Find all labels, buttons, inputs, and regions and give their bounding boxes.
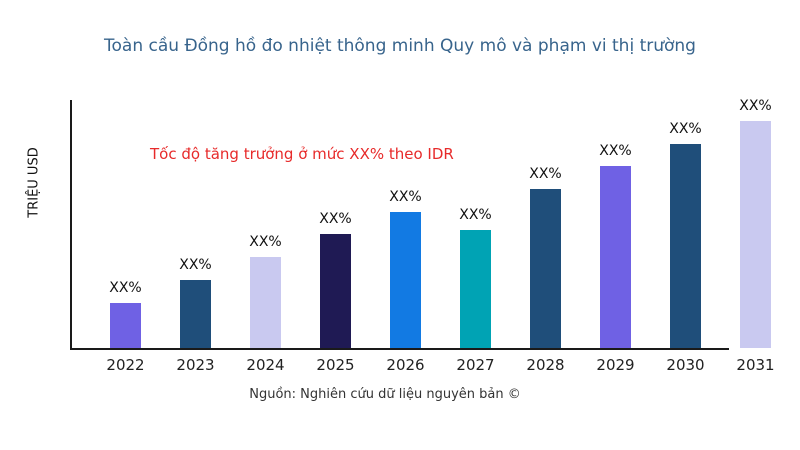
growth-rate-annotation: Tốc độ tăng trưởng ở mức XX% theo IDR xyxy=(150,145,454,163)
x-axis-line xyxy=(70,348,729,350)
x-tick-label-2026: 2026 xyxy=(386,356,425,374)
bar-2026 xyxy=(390,212,421,348)
x-tick-label-2031: 2031 xyxy=(736,356,775,374)
bar-value-label-2029: XX% xyxy=(599,143,632,159)
bar-value-label-2025: XX% xyxy=(319,211,352,227)
bar-2030 xyxy=(670,144,701,348)
x-tick-label-2027: 2027 xyxy=(456,356,495,374)
bar-value-label-2027: XX% xyxy=(459,207,492,223)
x-tick-label-2029: 2029 xyxy=(596,356,635,374)
source-note: Nguồn: Nghiên cứu dữ liệu nguyên bản © xyxy=(249,387,521,402)
bar-2025 xyxy=(320,234,351,348)
x-tick-label-2028: 2028 xyxy=(526,356,565,374)
x-tick-label-2030: 2030 xyxy=(666,356,705,374)
bar-value-label-2028: XX% xyxy=(529,166,562,182)
x-tick-label-2025: 2025 xyxy=(316,356,355,374)
bar-2027 xyxy=(460,230,491,348)
chart-title: Toàn cầu Đồng hồ đo nhiệt thông minh Quy… xyxy=(104,36,696,56)
bar-value-label-2024: XX% xyxy=(249,234,282,250)
bar-2022 xyxy=(110,303,141,348)
x-tick-label-2023: 2023 xyxy=(176,356,215,374)
bar-2031 xyxy=(740,121,771,348)
bar-value-label-2026: XX% xyxy=(389,189,422,205)
bar-value-label-2023: XX% xyxy=(179,257,212,273)
bar-2023 xyxy=(180,280,211,348)
x-tick-label-2022: 2022 xyxy=(106,356,145,374)
bar-2029 xyxy=(600,166,631,348)
bar-2028 xyxy=(530,189,561,348)
y-axis-line xyxy=(70,100,72,350)
bar-value-label-2031: XX% xyxy=(739,98,772,114)
x-tick-label-2024: 2024 xyxy=(246,356,285,374)
bar-value-label-2030: XX% xyxy=(669,121,702,137)
bar-2024 xyxy=(250,257,281,348)
bar-value-label-2022: XX% xyxy=(109,280,142,296)
